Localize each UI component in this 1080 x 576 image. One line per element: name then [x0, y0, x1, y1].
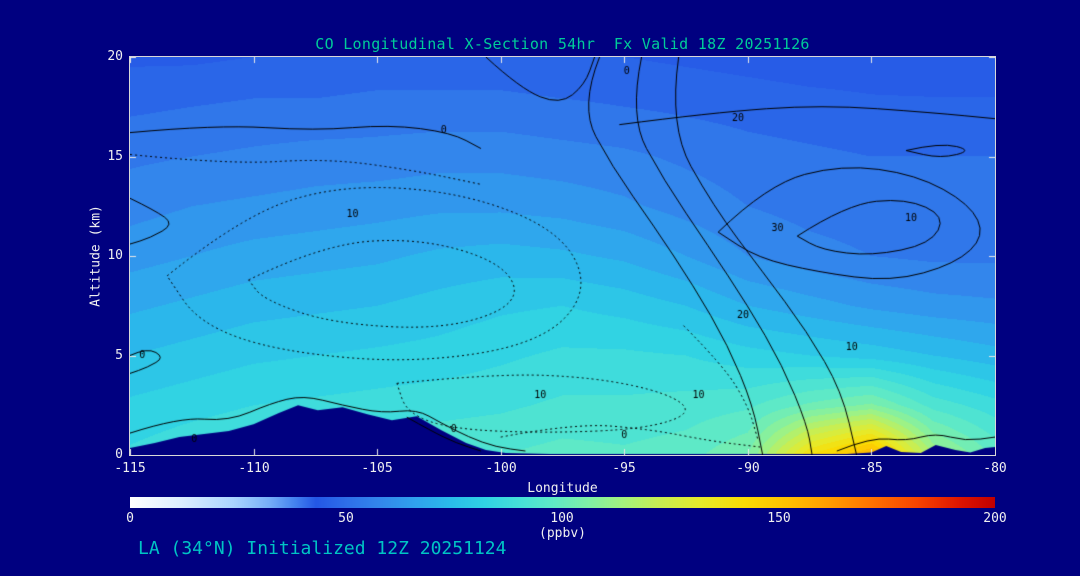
x-tick-label: -100	[485, 461, 517, 476]
chart-title: CO Longitudinal X-Section 54hr Fx Valid …	[315, 35, 810, 53]
x-axis-label: Longitude	[527, 481, 598, 496]
y-tick-label: 20	[107, 49, 123, 64]
colorbar-tick-label: 100	[550, 511, 574, 526]
y-tick-label: 10	[107, 248, 123, 263]
y-tick-label: 5	[115, 348, 123, 363]
x-tick-label: -110	[238, 461, 270, 476]
colorbar-tick-label: 0	[126, 511, 134, 526]
colorbar-units-label: (ppbv)	[539, 526, 586, 541]
colorbar	[130, 497, 995, 508]
y-tick-label: 15	[107, 149, 123, 164]
colorbar-tick-label: 150	[767, 511, 791, 526]
colorbar-tick-label: 50	[338, 511, 354, 526]
x-tick-label: -95	[612, 461, 636, 476]
contour-plot-canvas	[129, 56, 996, 456]
x-tick-label: -115	[114, 461, 146, 476]
x-tick-label: -105	[361, 461, 393, 476]
x-tick-label: -90	[736, 461, 760, 476]
x-tick-label: -80	[983, 461, 1007, 476]
colorbar-tick-label: 200	[983, 511, 1007, 526]
y-tick-label: 0	[115, 447, 123, 462]
x-tick-label: -85	[859, 461, 883, 476]
init-info-text: LA (34°N) Initialized 12Z 20251124	[138, 538, 507, 559]
